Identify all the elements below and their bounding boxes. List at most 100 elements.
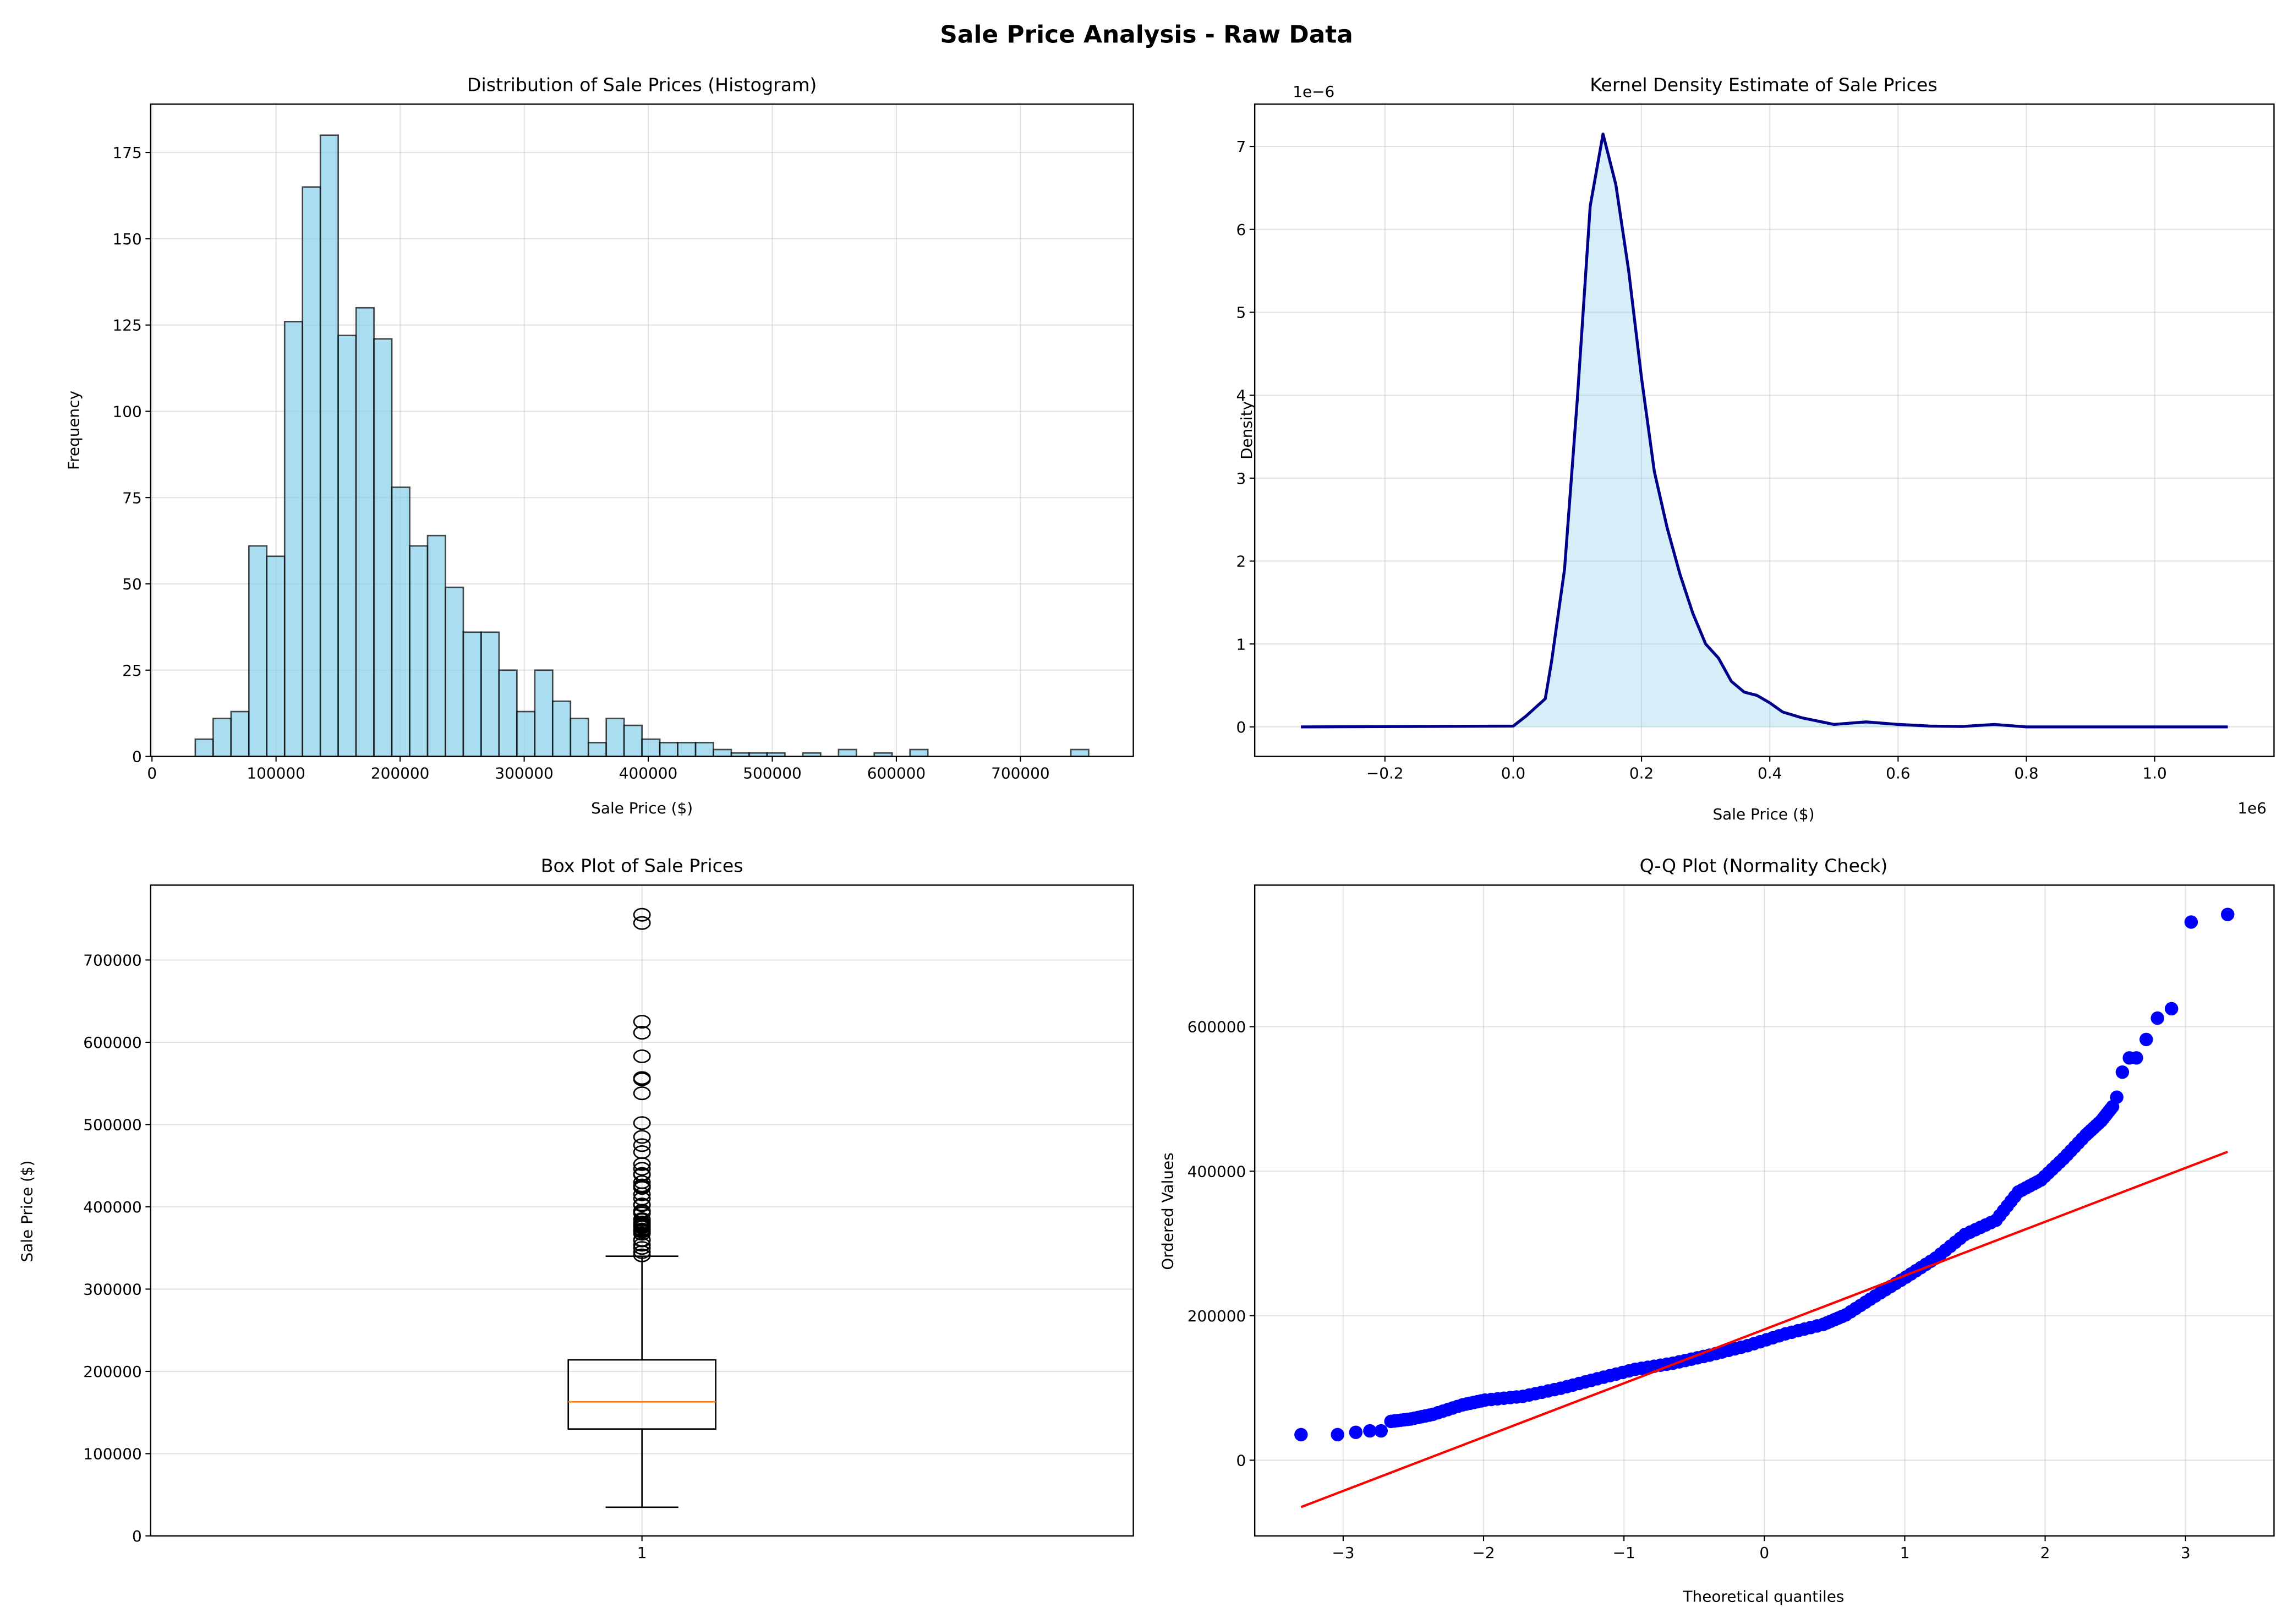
- qq-x-tick-label: 1: [1900, 1544, 1910, 1562]
- histogram-bar: [248, 545, 268, 757]
- figure-suptitle: Sale Price Analysis - Raw Data: [940, 21, 1353, 49]
- boxplot-panel: Box Plot of Sale Prices Sale Price ($) 1…: [18, 855, 1134, 1562]
- histogram-bar: [659, 742, 678, 757]
- histogram-y-tick-label: 175: [113, 144, 142, 162]
- histogram-bar: [319, 134, 339, 757]
- boxplot-flier: [633, 1245, 651, 1259]
- histogram-x-tick-label: 600000: [867, 764, 926, 782]
- histogram-bar: [480, 631, 500, 757]
- kde-x-tick-label: 0.8: [2014, 764, 2038, 782]
- boxplot-ylabel: Sale Price ($): [18, 1161, 36, 1262]
- qq-point: [2115, 1065, 2130, 1079]
- qq-ylabel: Ordered Values: [1158, 1152, 1176, 1270]
- histogram-bar: [587, 742, 608, 757]
- qq-title: Q-Q Plot (Normality Check): [1640, 855, 1888, 876]
- histogram-bar: [355, 307, 375, 757]
- kde-y-tick-label: 2: [1236, 553, 1246, 571]
- histogram-bar: [426, 534, 446, 757]
- boxplot-flier: [633, 1138, 651, 1152]
- boxplot-flier: [633, 1198, 651, 1212]
- kde-x-tick-label: 1.0: [2142, 764, 2166, 782]
- kde-y-tick-label: 7: [1236, 138, 1246, 156]
- histogram-panel: Distribution of Sale Prices (Histogram) …: [65, 74, 1134, 817]
- boxplot-flier: [633, 1116, 651, 1130]
- boxplot-y-tick-label: 0: [132, 1527, 142, 1545]
- histogram-bar: [391, 486, 411, 757]
- histogram-bar: [462, 631, 482, 757]
- histogram-bar: [534, 669, 554, 757]
- boxplot-flier: [633, 1086, 651, 1101]
- boxplot-marks: [567, 907, 716, 1508]
- histogram-ylabel: Frequency: [65, 391, 83, 470]
- qq-point: [2164, 1002, 2179, 1016]
- histogram-bar: [909, 748, 929, 757]
- boxplot-flier: [633, 1187, 651, 1201]
- histogram-x-tick-label: 0: [147, 764, 157, 782]
- histogram-y-tick-label: 100: [113, 402, 142, 420]
- histogram-bar: [570, 718, 589, 757]
- histogram-bar: [838, 748, 857, 757]
- boxplot-y-tick-label: 600000: [83, 1034, 141, 1052]
- histogram-y-tick-label: 50: [122, 575, 142, 593]
- kde-y-tick-label: 3: [1236, 469, 1246, 488]
- qq-point: [2150, 1011, 2164, 1025]
- boxplot-x-tick-label: 1: [637, 1544, 647, 1562]
- qq-x-tick-label: 2: [2040, 1544, 2050, 1562]
- histogram-bar: [1070, 748, 1090, 757]
- histogram-bar: [445, 586, 464, 757]
- kde-x-offset-label: 1e6: [2237, 799, 2267, 817]
- qq-point: [1374, 1424, 1388, 1438]
- histogram-bar: [677, 742, 697, 757]
- boxplot-flier: [633, 916, 651, 930]
- histogram-x-tick-label: 700000: [991, 764, 1049, 782]
- histogram-bar: [516, 710, 536, 757]
- histogram-y-tick-label: 150: [113, 230, 142, 248]
- kde-y-tick-label: 1: [1236, 635, 1246, 653]
- histogram-bar: [283, 321, 304, 757]
- boxplot-y-tick-label: 700000: [83, 952, 141, 970]
- histogram-bar: [373, 338, 393, 757]
- histogram-bar: [498, 669, 518, 757]
- qq-y-tick-label: 400000: [1187, 1162, 1246, 1180]
- kde-x-tick-label: −0.2: [1366, 764, 1404, 782]
- histogram-title: Distribution of Sale Prices (Histogram): [467, 74, 817, 95]
- qq-fit-line: [1300, 1150, 2229, 1508]
- kde-xlabel: Sale Price ($): [1712, 805, 1814, 823]
- histogram-xlabel: Sale Price ($): [591, 799, 693, 817]
- boxplot-y-tick-label: 100000: [83, 1445, 141, 1463]
- kde-x-tick-label: 0.0: [1501, 764, 1525, 782]
- histogram-bar: [694, 742, 714, 757]
- kde-x-tick-label: 0.2: [1629, 764, 1654, 782]
- boxplot-y-tick-label: 200000: [83, 1363, 141, 1381]
- kde-y-offset-label: 1e−6: [1293, 83, 1334, 101]
- qq-y-tick-label: 0: [1236, 1451, 1246, 1469]
- qq-point: [1349, 1425, 1363, 1439]
- qq-point: [1363, 1424, 1377, 1438]
- kde-ylabel: Density: [1238, 401, 1256, 460]
- kde-panel: Kernel Density Estimate of Sale Prices S…: [1236, 74, 2275, 823]
- boxplot-flier: [633, 1238, 651, 1252]
- boxplot-flier: [633, 1049, 651, 1063]
- qq-point: [2184, 915, 2198, 929]
- qq-xlabel: Theoretical quantiles: [1682, 1588, 1844, 1606]
- histogram-y-tick-label: 0: [132, 748, 142, 766]
- boxplot-flier: [633, 1130, 651, 1144]
- histogram-x-tick-label: 200000: [371, 764, 429, 782]
- qq-y-tick-label: 200000: [1187, 1307, 1246, 1325]
- histogram-y-tick-label: 75: [122, 489, 142, 507]
- histogram-bar: [212, 718, 232, 757]
- boxplot-flier: [633, 1026, 651, 1040]
- histogram-bar: [713, 748, 732, 757]
- boxplot-flier: [633, 1162, 651, 1176]
- qq-marks: [1294, 907, 2235, 1508]
- histogram-bar: [605, 718, 625, 757]
- histogram-bar: [409, 545, 429, 757]
- kde-y-tick-label: 0: [1236, 718, 1246, 736]
- qq-point: [1294, 1428, 1308, 1442]
- qq-x-tick-label: −1: [1613, 1544, 1635, 1562]
- kde-y-tick-label: 6: [1236, 221, 1246, 239]
- boxplot-flier: [633, 1015, 651, 1029]
- boxplot-flier: [633, 1241, 651, 1255]
- boxplot-flier: [633, 1227, 651, 1241]
